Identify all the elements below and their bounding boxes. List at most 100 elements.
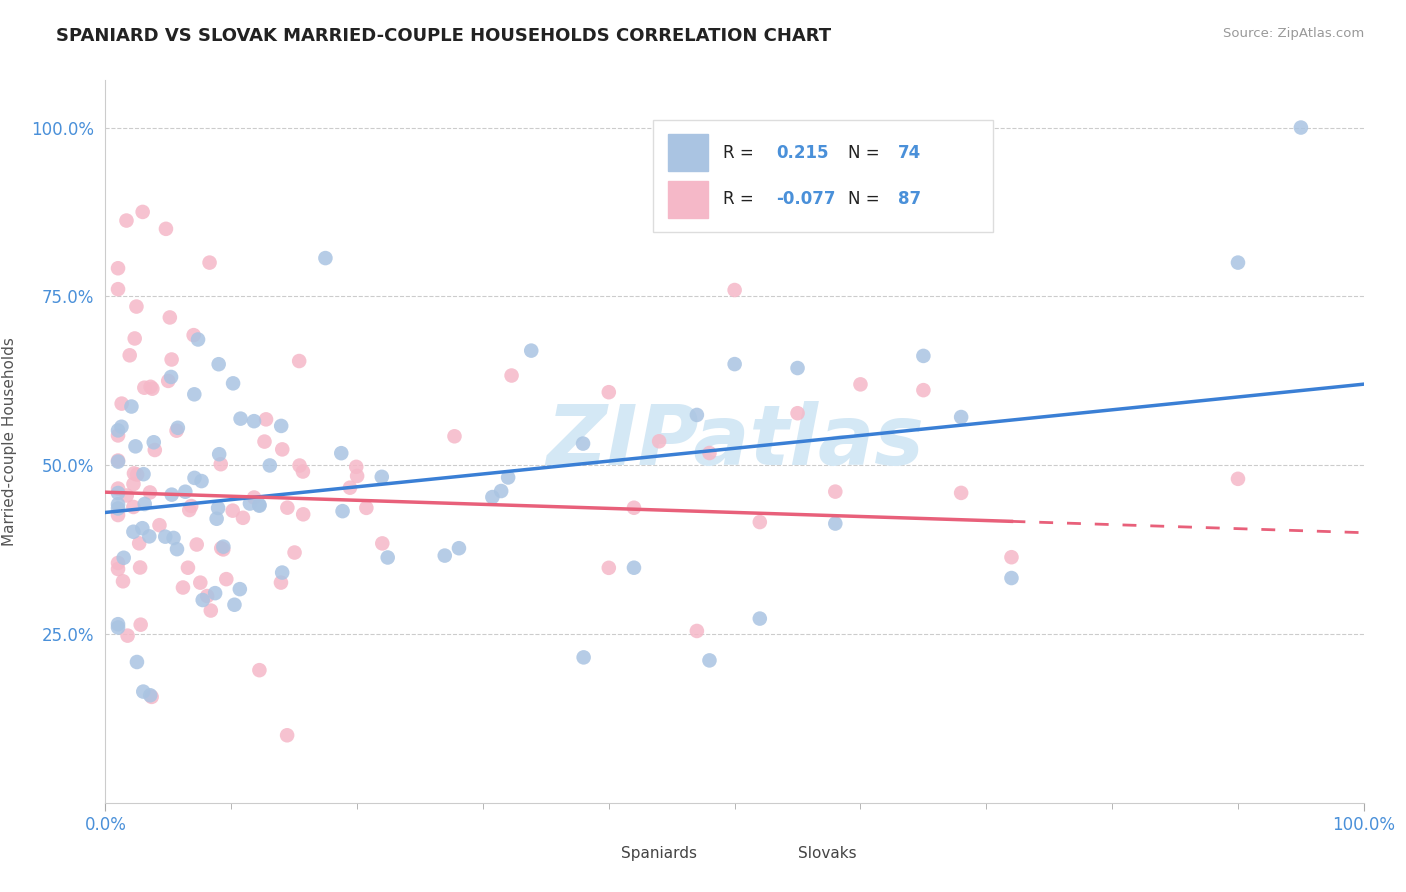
Point: [139, 380, 162, 394]
Point: [166, 542, 188, 557]
Point: [222, 376, 245, 391]
Point: [141, 690, 163, 704]
Text: 87: 87: [898, 191, 921, 209]
Point: [159, 310, 181, 325]
Point: [1289, 120, 1312, 135]
Point: [346, 469, 368, 483]
Point: [276, 728, 298, 742]
Point: [356, 500, 378, 515]
Text: SPANIARD VS SLOVAK MARRIED-COUPLE HOUSEHOLDS CORRELATION CHART: SPANIARD VS SLOVAK MARRIED-COUPLE HOUSEH…: [56, 27, 831, 45]
Point: [501, 368, 523, 383]
Point: [112, 550, 135, 565]
Point: [229, 582, 252, 596]
Point: [107, 508, 129, 522]
Point: [124, 331, 146, 345]
Point: [107, 455, 129, 469]
Point: [723, 357, 745, 371]
Point: [259, 458, 281, 473]
Point: [129, 617, 152, 632]
Text: N =: N =: [848, 191, 884, 209]
Point: [254, 412, 277, 426]
Text: 0.215: 0.215: [776, 144, 828, 161]
Point: [209, 457, 232, 471]
Point: [107, 453, 129, 467]
Point: [288, 354, 311, 368]
Point: [824, 484, 846, 499]
Point: [950, 486, 973, 500]
Point: [111, 396, 134, 410]
Point: [115, 488, 138, 502]
Point: [172, 581, 194, 595]
FancyBboxPatch shape: [759, 847, 792, 871]
Point: [160, 488, 183, 502]
Point: [270, 575, 292, 590]
Point: [212, 542, 235, 557]
Point: [198, 255, 221, 269]
Text: -0.077: -0.077: [776, 191, 835, 209]
Point: [142, 435, 165, 450]
Point: [215, 572, 238, 586]
Point: [204, 586, 226, 600]
Point: [288, 458, 311, 473]
Point: [247, 499, 270, 513]
Point: [183, 387, 205, 401]
Point: [824, 516, 846, 531]
Point: [208, 447, 231, 461]
Point: [207, 501, 229, 516]
Point: [122, 467, 145, 481]
Point: [212, 540, 235, 554]
Point: [1000, 550, 1022, 565]
Point: [371, 536, 394, 550]
Point: [433, 549, 456, 563]
Point: [912, 349, 935, 363]
Point: [131, 205, 153, 219]
Point: [188, 575, 211, 590]
Point: [187, 333, 209, 347]
Point: [200, 603, 222, 617]
Point: [748, 611, 770, 625]
Point: [1000, 571, 1022, 585]
Point: [748, 515, 770, 529]
Point: [107, 562, 129, 576]
Point: [143, 442, 166, 457]
Point: [598, 385, 620, 400]
Point: [912, 383, 935, 397]
Point: [139, 688, 162, 702]
Point: [283, 545, 305, 559]
Point: [132, 467, 155, 482]
Point: [122, 500, 145, 514]
Point: [107, 556, 129, 570]
Point: [129, 560, 152, 574]
Point: [183, 471, 205, 485]
Text: R =: R =: [723, 191, 759, 209]
Point: [177, 560, 200, 574]
Point: [786, 406, 808, 420]
Point: [107, 428, 129, 442]
Point: [686, 624, 709, 638]
Point: [648, 434, 671, 449]
Text: ZIPatlas: ZIPatlas: [546, 401, 924, 482]
Point: [224, 598, 246, 612]
Point: [496, 470, 519, 484]
Point: [141, 382, 163, 396]
Point: [107, 497, 129, 511]
Point: [107, 620, 129, 634]
Point: [107, 617, 129, 632]
Point: [598, 561, 620, 575]
Point: [183, 328, 205, 343]
Point: [344, 459, 367, 474]
Point: [271, 566, 294, 580]
Point: [179, 503, 201, 517]
Point: [107, 501, 129, 516]
Point: [208, 357, 231, 371]
Point: [118, 348, 141, 362]
Point: [205, 512, 228, 526]
Point: [120, 400, 142, 414]
Point: [786, 361, 808, 376]
Point: [377, 550, 399, 565]
Point: [232, 511, 254, 525]
Point: [155, 530, 177, 544]
Point: [270, 418, 292, 433]
Point: [222, 503, 245, 517]
Y-axis label: Married-couple Households: Married-couple Households: [3, 337, 17, 546]
